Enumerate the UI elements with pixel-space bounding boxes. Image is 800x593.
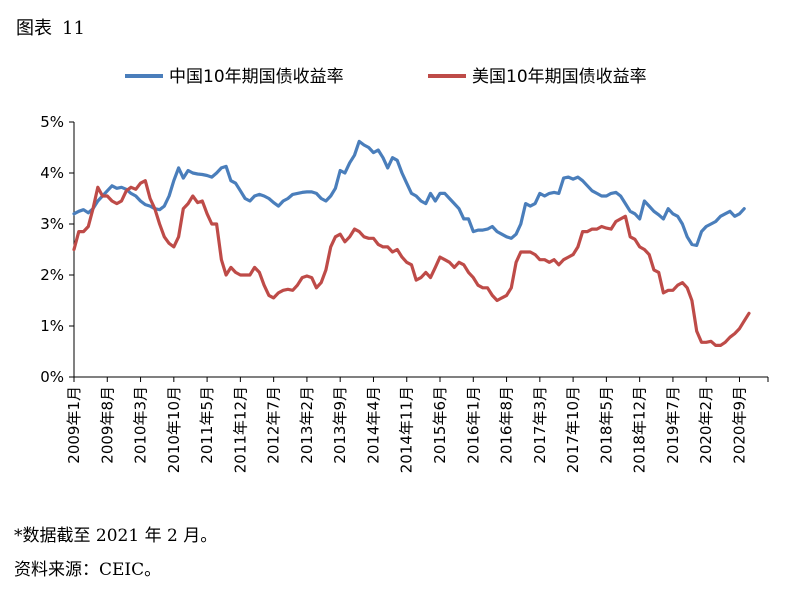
us-10y-yield-line <box>72 179 751 347</box>
legend-label-us: 美国10年期国债收益率 <box>472 67 647 87</box>
x-tick-label: 2019年7月 <box>664 386 682 464</box>
x-tick-label: 2010年3月 <box>132 386 150 464</box>
x-axis: 2009年1月 2009年8月 2010年3月 2010年10月 2011年5月 2011… <box>65 376 769 473</box>
x-tick-label: 2012年7月 <box>265 386 283 464</box>
x-tick-label: 2017年10月 <box>564 386 582 473</box>
x-tick-label: 2009年8月 <box>98 386 116 464</box>
y-tick-label: 5% <box>40 113 64 131</box>
y-tick-label: 4% <box>40 164 64 182</box>
figure-label: 图表 11 <box>16 14 85 40</box>
x-tick-label: 2011年5月 <box>198 386 216 464</box>
x-tick-label: 2020年9月 <box>730 386 748 464</box>
x-tick-label: 2017年3月 <box>531 386 549 464</box>
y-tick-label: 1% <box>40 317 64 335</box>
x-tick-label: 2010年10月 <box>165 386 183 473</box>
x-tick-label: 2013年2月 <box>298 386 316 464</box>
x-tick-label: 2014年11月 <box>398 386 416 473</box>
x-tick-label: 2020年2月 <box>697 386 715 464</box>
footnote: *数据截至 2021 年 2 月。 <box>14 526 218 546</box>
x-tick-label: 2011年12月 <box>231 386 249 473</box>
figure-label-number: 11 <box>62 18 85 39</box>
y-tick-label: 3% <box>40 215 64 233</box>
legend-label-china: 中国10年期国债收益率 <box>169 67 344 87</box>
series-layer <box>72 139 751 347</box>
y-tick-label: 0% <box>40 368 64 386</box>
x-tick-label: 2018年12月 <box>631 386 649 473</box>
chart-legend: 中国10年期国债收益率 美国10年期国债收益率 <box>125 67 647 87</box>
y-tick-label: 2% <box>40 266 64 284</box>
x-tick-label: 2016年1月 <box>464 386 482 464</box>
source-note: 资料来源：CEIC。 <box>14 560 162 580</box>
figure-label-prefix: 图表 <box>16 18 52 39</box>
x-tick-label: 2013年9月 <box>331 386 349 464</box>
y-axis: 0% 1% 2% 3% 4% 5% <box>40 113 75 386</box>
x-tick-label: 2015年6月 <box>431 386 449 464</box>
x-tick-label: 2014年4月 <box>364 386 382 464</box>
line-chart: 中国10年期国债收益率 美国10年期国债收益率 0% 1% 2% 3% 4% 5% 2009… <box>40 67 769 473</box>
x-tick-label: 2018年5月 <box>597 386 615 464</box>
china-10y-yield-line <box>72 139 746 247</box>
x-tick-label: 2009年1月 <box>65 386 83 464</box>
x-tick-label: 2016年8月 <box>498 386 516 464</box>
